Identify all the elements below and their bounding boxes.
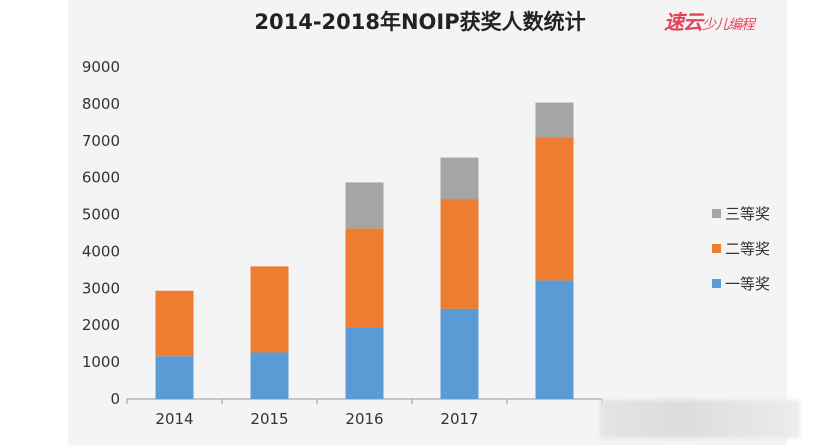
x-tick-label: 2014 — [155, 410, 193, 428]
bar-segment — [345, 182, 384, 229]
watermark-logo: 速云少儿编程 — [664, 6, 755, 35]
legend-label: 三等奖 — [725, 205, 771, 223]
y-tick-label: 8000 — [82, 95, 120, 113]
x-tick-label: 2015 — [250, 410, 288, 428]
x-tick-label: 2016 — [345, 410, 383, 428]
y-tick-label: 5000 — [82, 206, 120, 224]
bar-segment — [535, 137, 574, 281]
bar-segment — [250, 352, 289, 399]
bar-segment — [535, 280, 574, 399]
chart-title: 2014-2018年NOIP获奖人数统计 — [254, 10, 586, 34]
legend-swatch — [712, 279, 721, 288]
y-tick-label: 6000 — [82, 169, 120, 187]
legend-item-first-prize: 一等奖 — [712, 273, 770, 294]
bar-segment — [250, 266, 289, 353]
bar-segment — [155, 356, 194, 399]
y-tick-label: 4000 — [82, 242, 120, 260]
bar-segment — [155, 290, 194, 357]
bar-segment — [535, 102, 574, 138]
legend-item-second-prize: 二等奖 — [712, 238, 770, 259]
bar-segment — [345, 327, 384, 399]
watermark-sub: 少儿编程 — [702, 17, 755, 33]
watermark-main: 速云 — [664, 10, 703, 34]
legend-label: 一等奖 — [725, 275, 771, 293]
bar-segment — [440, 308, 479, 399]
x-tick-label: 2017 — [440, 410, 478, 428]
y-tick-label: 0 — [110, 390, 120, 408]
legend-item-third-prize: 三等奖 — [712, 203, 770, 224]
y-tick-label: 2000 — [82, 316, 120, 334]
bar-segment — [345, 228, 384, 328]
bar-segment — [440, 157, 479, 200]
y-tick-label: 3000 — [82, 279, 120, 297]
y-tick-label: 9000 — [82, 58, 120, 76]
y-tick-label: 7000 — [82, 132, 120, 150]
legend-swatch — [712, 244, 721, 253]
legend-label: 二等奖 — [725, 240, 771, 258]
bar-segment — [440, 199, 479, 309]
blurred-region — [600, 400, 800, 438]
y-tick-label: 1000 — [82, 353, 120, 371]
legend-swatch — [712, 209, 721, 218]
